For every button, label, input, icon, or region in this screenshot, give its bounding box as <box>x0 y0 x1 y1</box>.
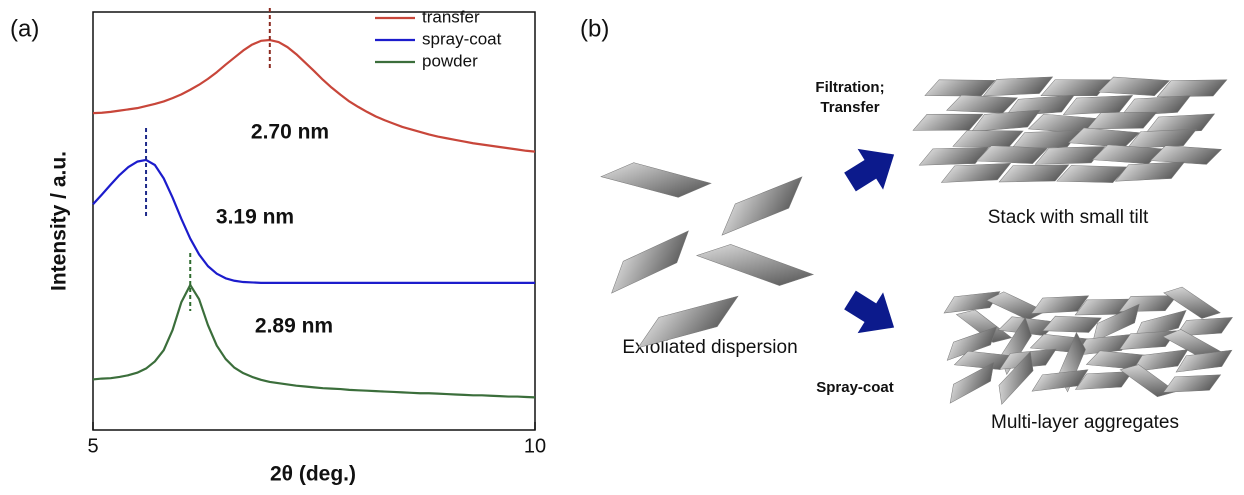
route-label: Transfer <box>820 99 879 116</box>
flake <box>697 235 814 295</box>
plot-frame <box>93 12 535 430</box>
result-label: Stack with small tilt <box>988 207 1149 228</box>
x-tick-label: 10 <box>524 435 546 457</box>
flake <box>913 114 983 130</box>
flake <box>919 147 989 165</box>
y-axis-label: Intensity / a.u. <box>48 151 71 291</box>
annotation: 3.19 nm <box>216 206 294 229</box>
flake <box>1099 76 1170 97</box>
flake <box>1163 375 1222 393</box>
panel-label: (b) <box>580 15 609 42</box>
arrow <box>837 134 907 202</box>
flake <box>601 231 698 293</box>
flake <box>943 362 1001 403</box>
flake <box>983 77 1054 96</box>
annotation: 2.70 nm <box>251 121 329 144</box>
annotation: 2.89 nm <box>255 315 333 338</box>
flake <box>1127 129 1198 148</box>
x-axis-label: 2θ (deg.) <box>270 463 356 486</box>
flake <box>1119 331 1178 350</box>
route-label: Filtration; <box>815 79 884 96</box>
arrow <box>837 280 907 348</box>
figure: (a) (b) 2θ (deg.) Intensity / a.u. Exfol… <box>0 0 1244 495</box>
flake <box>1151 145 1222 166</box>
flake <box>1087 112 1157 129</box>
legend-label: powder <box>422 51 478 70</box>
x-tick-label: 5 <box>87 435 98 457</box>
legend-label: spray-coat <box>422 29 502 48</box>
panel-label: (a) <box>10 15 39 42</box>
data-line <box>93 285 535 397</box>
legend-label: transfer <box>422 7 480 26</box>
flake <box>601 155 711 204</box>
flake <box>925 80 995 97</box>
flake <box>953 130 1023 147</box>
flake <box>1063 95 1134 114</box>
flake <box>947 94 1018 113</box>
flake <box>1043 316 1102 333</box>
flake <box>713 177 811 235</box>
result-label: Multi-layer aggregates <box>991 412 1179 433</box>
flake <box>1115 162 1186 181</box>
route-label: Spray-coat <box>816 379 894 396</box>
flake <box>1041 80 1111 96</box>
flake <box>941 163 1012 182</box>
data-line <box>93 160 535 283</box>
flake <box>1119 296 1177 312</box>
